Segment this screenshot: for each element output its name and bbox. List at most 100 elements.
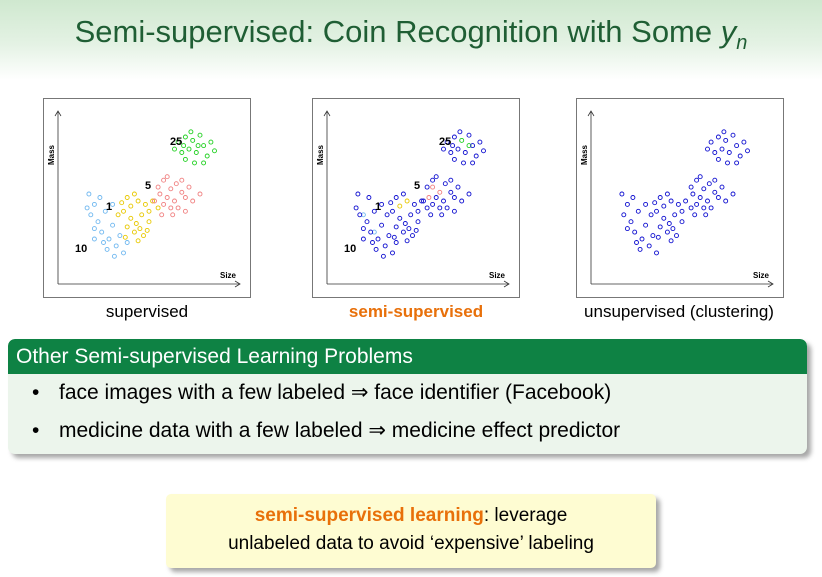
data-point-5	[426, 195, 432, 200]
data-point-10	[110, 222, 116, 228]
data-point-unlabeled	[370, 240, 375, 245]
data-point-unlabeled	[360, 236, 366, 242]
data-point-1	[144, 227, 150, 233]
data-point-unlabeled	[666, 221, 672, 226]
data-point-unlabeled	[393, 240, 399, 245]
data-point-1	[133, 221, 139, 226]
data-point-unlabeled	[406, 226, 412, 232]
y-axis-label: Mass	[47, 144, 56, 165]
data-point-unlabeled	[639, 236, 645, 242]
data-point-unlabeled	[679, 208, 685, 214]
data-point-unlabeled	[433, 195, 439, 200]
data-point-unlabeled	[703, 212, 709, 218]
data-point-unlabeled	[364, 219, 370, 225]
data-point-unlabeled	[360, 226, 366, 232]
data-point-unlabeled	[439, 212, 445, 218]
chart-axes: Size Mass	[316, 110, 510, 288]
data-point-unlabeled	[661, 203, 667, 209]
data-point-5	[170, 212, 176, 218]
scatter-chart-semi-supervised: Size Mass 25 5 1 10	[316, 110, 510, 288]
data-point-unlabeled	[375, 236, 381, 242]
data-point-unlabeled	[430, 201, 436, 207]
data-point-1	[139, 212, 145, 218]
label-coin-25: 25	[439, 136, 451, 148]
data-point-unlabeled	[734, 160, 740, 166]
scatter-chart-unsupervised: Size Mass	[580, 110, 774, 288]
x-axis-label: Size	[753, 271, 770, 280]
data-point-unlabeled	[701, 205, 707, 211]
data-point-1	[141, 233, 146, 239]
data-point-unlabeled	[668, 238, 674, 244]
data-point-5	[172, 198, 177, 204]
label-coin-10: 10	[344, 243, 356, 255]
data-point-5	[168, 205, 174, 211]
data-point-25	[181, 143, 187, 149]
data-point-unlabeled	[400, 229, 406, 235]
data-point-unlabeled	[470, 160, 476, 166]
data-point-25	[197, 132, 203, 138]
data-point-unlabeled	[441, 198, 446, 204]
data-point-unlabeled	[655, 234, 661, 240]
callout-rest: : leverage	[483, 505, 568, 526]
data-point-unlabeled	[643, 201, 649, 207]
data-point-1	[146, 219, 152, 225]
data-point-unlabeled	[400, 191, 406, 197]
scatter-chart-supervised: Size Mass 25 5 1 10	[47, 110, 241, 288]
data-point-10	[104, 246, 110, 252]
data-point-unlabeled	[393, 195, 399, 200]
data-point-unlabeled	[428, 212, 434, 218]
bullet-icon: •	[32, 381, 40, 404]
data-point-unlabeled	[450, 143, 456, 149]
data-point-10	[97, 195, 103, 200]
data-point-unlabeled	[459, 198, 465, 204]
data-point-5	[161, 201, 167, 207]
data-point-1	[404, 198, 410, 204]
data-point-1	[122, 234, 128, 240]
x-axis-arrow-icon	[767, 280, 774, 288]
data-point-unlabeled	[402, 221, 408, 226]
data-point-10	[84, 205, 90, 211]
data-point-5	[430, 184, 436, 190]
data-point-25	[186, 146, 192, 152]
data-point-25	[208, 139, 214, 145]
data-point-10	[106, 236, 112, 242]
data-point-25	[212, 148, 217, 154]
list-item: • face images with a few labeled ⇒ face i…	[8, 374, 807, 412]
data-point-unlabeled	[708, 139, 714, 145]
data-point-unlabeled	[664, 229, 670, 235]
data-point-unlabeled	[461, 160, 466, 166]
data-point-unlabeled	[688, 184, 694, 190]
y-axis-arrow-icon	[587, 110, 595, 117]
data-point-unlabeled	[384, 212, 390, 218]
data-point-unlabeled	[741, 139, 747, 145]
data-point-10	[110, 201, 116, 207]
data-point-unlabeled	[621, 212, 627, 218]
callout-line-2: unlabeled data to avoid ‘expensive’ labe…	[228, 533, 594, 554]
data-point-5	[159, 212, 165, 218]
data-point-unlabeled	[737, 153, 743, 159]
data-point-unlabeled	[444, 139, 450, 145]
data-point-unlabeled	[366, 195, 372, 200]
data-point-unlabeled	[411, 201, 417, 207]
y-axis-arrow-icon	[323, 110, 331, 117]
data-point-1	[119, 200, 125, 206]
data-point-1	[142, 201, 148, 207]
data-point-1	[131, 229, 137, 235]
data-point-unlabeled	[391, 234, 397, 240]
data-point-unlabeled	[674, 233, 679, 239]
data-point-10	[113, 243, 119, 249]
problem-list: • face images with a few labeled ⇒ face i…	[8, 374, 807, 450]
data-point-10	[91, 201, 97, 207]
data-point-unlabeled	[441, 146, 446, 152]
data-point-unlabeled	[705, 146, 710, 152]
data-point-unlabeled	[723, 198, 729, 204]
data-point-unlabeled	[444, 205, 450, 211]
chart-axes: Size Mass	[580, 110, 774, 288]
data-point-5	[155, 184, 161, 190]
data-point-unlabeled	[424, 205, 430, 211]
data-point-25	[193, 150, 199, 155]
list-item-text: medicine data with a few labeled ⇒ medic…	[59, 419, 621, 442]
data-point-5	[161, 177, 167, 183]
list-item: • medicine data with a few labeled ⇒ medi…	[8, 412, 807, 450]
data-point-unlabeled	[419, 198, 425, 204]
